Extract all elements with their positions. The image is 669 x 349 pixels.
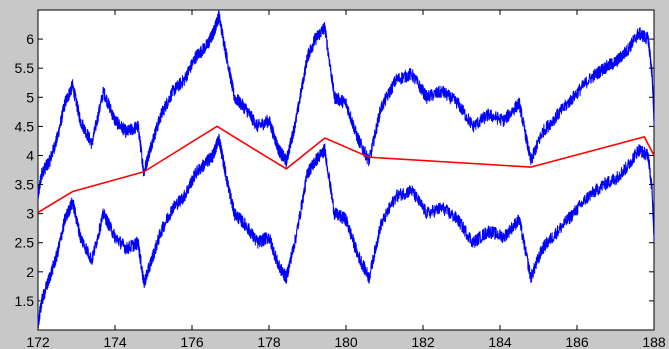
y-tick-label: 4 bbox=[26, 147, 34, 163]
x-tick-label: 180 bbox=[334, 334, 358, 349]
y-tick-label: 2.5 bbox=[15, 235, 35, 251]
x-tick-label: 188 bbox=[642, 334, 666, 349]
y-tick-label: 5.5 bbox=[15, 60, 35, 76]
y-tick-label: 1.5 bbox=[15, 293, 35, 309]
series-line-1 bbox=[37, 10, 655, 199]
y-tick-label: 4.5 bbox=[15, 118, 35, 134]
series-layer bbox=[37, 10, 655, 329]
x-tick-label: 174 bbox=[103, 334, 127, 349]
x-tick-label: 178 bbox=[257, 334, 281, 349]
x-tick-label: 176 bbox=[180, 334, 204, 349]
axis-layer: 172 174 176 178 180 182 184 186 188 1.5 2 2.5 3 3.5 4 4… bbox=[15, 10, 666, 349]
x-tick-label: 186 bbox=[565, 334, 589, 349]
y-tick-label: 2 bbox=[26, 264, 34, 280]
y-tick-label: 3 bbox=[26, 206, 34, 222]
series-line-3 bbox=[37, 125, 655, 214]
x-tick-label: 182 bbox=[411, 334, 435, 349]
y-tick-label: 6 bbox=[26, 31, 34, 47]
x-tick-label: 172 bbox=[26, 334, 50, 349]
x-tick-label: 184 bbox=[488, 334, 512, 349]
plot-area bbox=[37, 9, 655, 331]
series-line-2 bbox=[37, 133, 655, 329]
y-tick-label: 3.5 bbox=[15, 177, 35, 193]
y-tick-label: 5 bbox=[26, 89, 34, 105]
